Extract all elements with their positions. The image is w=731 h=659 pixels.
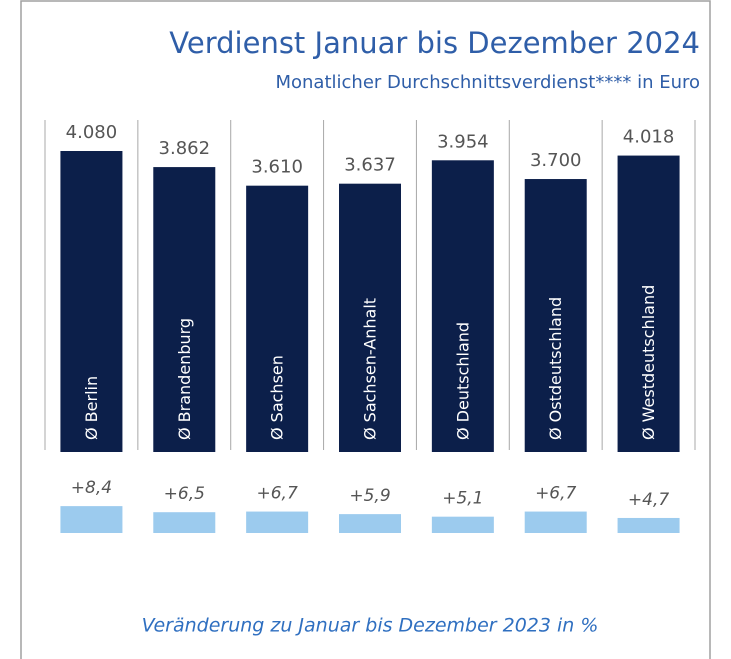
chart-title: Verdienst Januar bis Dezember 2024 [169,26,700,60]
bar [431,160,494,452]
bar [246,511,309,533]
bar [153,167,216,453]
value-label: 3.610 [251,157,303,178]
value-label: 4.080 [66,122,118,143]
value-label: +8,4 [71,478,112,498]
category-label: Ø Berlin [82,376,101,440]
bar [524,179,587,453]
value-label: +6,7 [535,484,576,504]
category-label: Ø Brandenburg [175,318,194,440]
value-label: 3.637 [344,155,396,176]
chart-subtitle: Monatlicher Durchschnittsverdienst**** i… [275,72,700,93]
category-label: Ø Sachsen-Anhalt [361,298,380,440]
bar [60,151,123,452]
category-label: Ø Westdeutschland [639,285,658,440]
caption: Veränderung zu Januar bis Dezember 2023 … [142,615,599,637]
category-label: Ø Deutschland [453,322,472,440]
category-label: Ø Ostdeutschland [546,297,565,440]
value-label: +5,1 [442,489,483,509]
value-label: 3.700 [530,150,582,171]
bar [524,511,587,533]
bar [60,506,123,533]
value-label: 4.018 [623,127,675,148]
value-label: 3.954 [437,131,489,152]
value-label: 3.862 [159,138,211,159]
bar [153,512,216,533]
bar [339,514,401,533]
value-label: +5,9 [349,486,390,506]
value-label: +6,5 [164,484,205,504]
bar [431,516,494,533]
bar [617,155,680,452]
value-label: +6,7 [257,484,298,504]
bar [339,183,401,452]
value-label: +4,7 [628,490,669,510]
bar [246,185,309,453]
bar [617,517,680,533]
category-label: Ø Sachsen [268,355,287,440]
